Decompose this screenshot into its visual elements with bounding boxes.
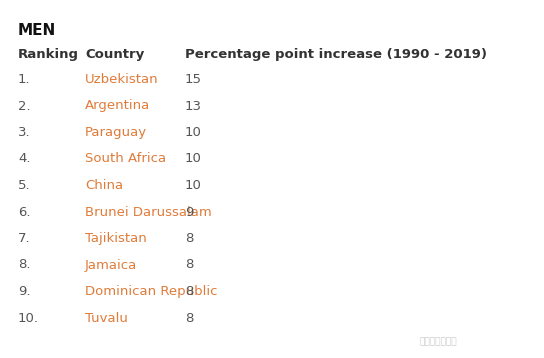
Text: 10: 10 — [185, 153, 202, 165]
Text: 5.: 5. — [18, 179, 30, 192]
Text: 4.: 4. — [18, 153, 30, 165]
Text: 8: 8 — [185, 311, 193, 324]
Text: Ranking: Ranking — [18, 48, 79, 61]
Text: Percentage point increase (1990 - 2019): Percentage point increase (1990 - 2019) — [185, 48, 487, 61]
Text: Argentina: Argentina — [85, 100, 150, 112]
Text: 8: 8 — [185, 258, 193, 271]
Text: Brunei Darussalam: Brunei Darussalam — [85, 205, 212, 218]
Text: 中国生物技术网: 中国生物技术网 — [420, 337, 458, 346]
Text: 7.: 7. — [18, 232, 30, 245]
Text: 9.: 9. — [18, 285, 30, 298]
Text: 10: 10 — [185, 126, 202, 139]
Text: 8: 8 — [185, 232, 193, 245]
Text: Tajikistan: Tajikistan — [85, 232, 147, 245]
Text: Jamaica: Jamaica — [85, 258, 137, 271]
Text: Dominican Republic: Dominican Republic — [85, 285, 218, 298]
Text: South Africa: South Africa — [85, 153, 166, 165]
Text: 2.: 2. — [18, 100, 30, 112]
Text: 8.: 8. — [18, 258, 30, 271]
Text: Tuvalu: Tuvalu — [85, 311, 128, 324]
Text: 8: 8 — [185, 285, 193, 298]
Text: Country: Country — [85, 48, 144, 61]
Text: 6.: 6. — [18, 205, 30, 218]
Text: 3.: 3. — [18, 126, 30, 139]
Text: 15: 15 — [185, 73, 202, 86]
Text: Paraguay: Paraguay — [85, 126, 147, 139]
Text: 10: 10 — [185, 179, 202, 192]
Text: 9: 9 — [185, 205, 193, 218]
Text: 10.: 10. — [18, 311, 39, 324]
Text: 13: 13 — [185, 100, 202, 112]
Text: MEN: MEN — [18, 23, 56, 38]
Text: China: China — [85, 179, 123, 192]
Text: 1.: 1. — [18, 73, 30, 86]
Text: Uzbekistan: Uzbekistan — [85, 73, 159, 86]
